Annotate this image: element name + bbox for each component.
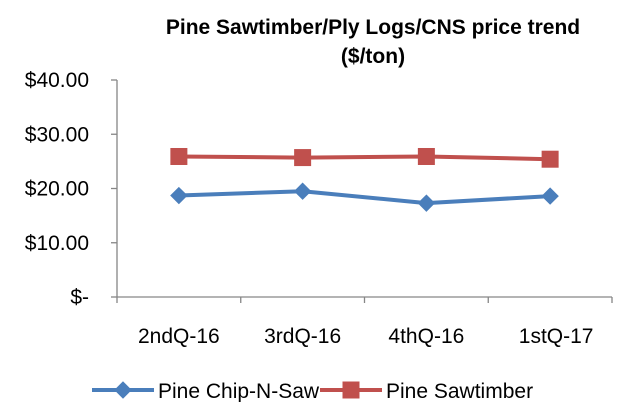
x-tick-label: 4thQ-16	[388, 325, 464, 348]
series-point	[541, 150, 559, 168]
series-point	[170, 186, 188, 205]
y-tick-label: $30.00	[25, 123, 89, 146]
series-point	[293, 182, 312, 200]
series-line	[178, 154, 551, 162]
series-point	[541, 187, 559, 205]
series-point	[417, 147, 435, 165]
x-tick-label: 3rdQ-16	[264, 325, 341, 348]
series-point	[170, 147, 188, 165]
y-tick-label: $20.00	[25, 178, 89, 201]
legend-label: Pine Chip-N-Saw	[158, 380, 320, 402]
legend-label: Pine Sawtimber	[386, 380, 533, 402]
series-pine-sawtimber	[170, 147, 559, 168]
y-axis: $- $10.00 $20.00 $30.00 $40.00	[25, 69, 118, 309]
legend: Pine Chip-N-Saw Pine Sawtimber	[92, 380, 533, 402]
series-point	[417, 194, 436, 212]
y-tick-label: $40.00	[25, 69, 89, 92]
x-axis: 2ndQ-16 3rdQ-16 4thQ-16 1stQ-17	[116, 296, 613, 348]
series-group	[170, 147, 559, 212]
series-point	[342, 381, 360, 399]
series-point	[114, 381, 132, 399]
series-line	[178, 189, 551, 206]
series-pine-chip-n-saw	[170, 182, 559, 212]
y-tick-label: $-	[70, 286, 89, 309]
x-tick-label: 2ndQ-16	[138, 325, 220, 348]
series-point	[294, 149, 312, 167]
y-tick-label: $10.00	[25, 232, 89, 255]
legend-item: Pine Chip-N-Saw	[92, 380, 320, 402]
chart-title-line-1: Pine Sawtimber/Ply Logs/CNS price trend	[166, 16, 580, 39]
chart-title-line-2: ($/ton)	[341, 45, 405, 68]
x-tick-label: 1stQ-17	[519, 325, 594, 348]
legend-item: Pine Sawtimber	[320, 380, 533, 402]
